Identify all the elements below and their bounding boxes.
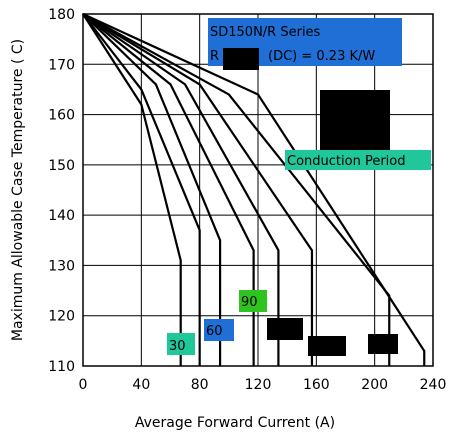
y-tick-label-4: 150 (48, 158, 75, 174)
conduction-label-box (285, 150, 431, 170)
curve-label-90-box (239, 290, 267, 312)
series-line-5 (82, 13, 314, 366)
series-group (82, 13, 426, 366)
thermal-resistance-label: (DC) = 0.23 K/W (268, 49, 375, 64)
y-tick-label-5: 160 (48, 108, 75, 124)
x-tick-label-6: 240 (420, 377, 447, 393)
series-line-2 (82, 13, 222, 366)
series-line-6 (82, 13, 391, 366)
thermal-symbol-box (223, 48, 259, 70)
series-line-0 (82, 13, 182, 366)
x-tick-label-0: 0 (79, 377, 88, 393)
x-tick-label-1: 40 (132, 377, 150, 393)
plot-frame (82, 13, 434, 367)
series-line-7 (82, 13, 426, 366)
series-line-4 (82, 13, 280, 366)
x-tick-label-4: 160 (303, 377, 330, 393)
y-tick-label-6: 170 (48, 57, 75, 73)
thermal-prefix: R (210, 49, 219, 64)
x-tick-label-3: 120 (245, 377, 272, 393)
series-title: SD150N/R Series (210, 25, 321, 40)
conduction-label: Conduction Period (287, 154, 405, 169)
y-tick-label-3: 140 (48, 208, 75, 224)
conduction-waveform-box (320, 90, 390, 152)
y-tick-label-2: 130 (48, 258, 75, 274)
curve-label-30: 30 (169, 339, 186, 354)
y-tick-labels: 110 120 130 140 150 160 170 180 (48, 7, 75, 375)
y-tick-label-1: 120 (48, 309, 75, 325)
curve-label-box-6 (368, 334, 398, 354)
curve-label-30-box (167, 333, 195, 355)
curve-label-60-box (204, 319, 234, 341)
x-axis-title: Average Forward Current (A) (135, 415, 335, 431)
y-tick-label-7: 180 (48, 7, 75, 23)
curve-label-90: 90 (241, 295, 258, 310)
curve-label-box-5 (308, 336, 346, 356)
curve-label-box-4 (267, 318, 303, 340)
x-tick-labels: 0 40 80 120 160 200 240 (79, 377, 447, 393)
curve-label-60: 60 (206, 324, 223, 339)
x-tick-label-5: 200 (361, 377, 388, 393)
x-tick-label-2: 80 (191, 377, 209, 393)
y-tick-label-0: 110 (48, 359, 75, 375)
series-line-1 (82, 13, 201, 366)
y-axis-title: Maximum Allowable Case Temperature ( C) (10, 39, 26, 341)
